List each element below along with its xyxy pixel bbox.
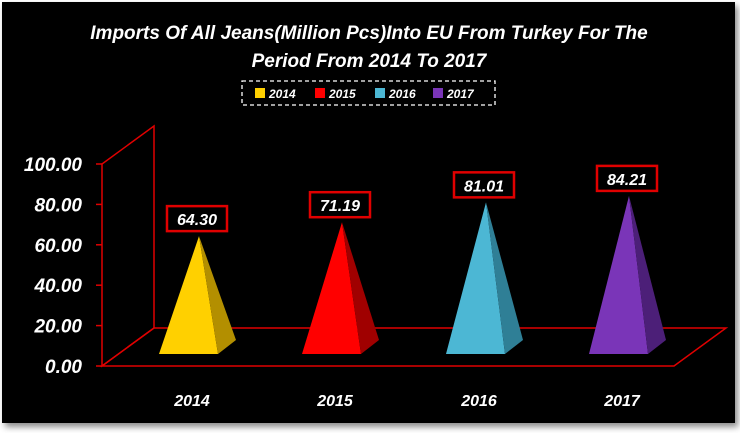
data-label: 71.19 (320, 198, 360, 215)
data-series (159, 195, 666, 354)
data-label: 84.21 (607, 172, 647, 189)
pyramid-chart: Imports Of All Jeans(Million Pcs)Into EU… (24, 23, 729, 410)
legend-label: 2016 (388, 87, 416, 101)
y-tick-label: 80.00 (34, 195, 82, 216)
legend-label: 2014 (268, 87, 296, 101)
plot-area (99, 124, 729, 368)
pyramid-bar-side (199, 236, 236, 354)
legend-swatch (255, 88, 265, 98)
pyramid-bar-front (302, 222, 361, 354)
y-axis-ticks: 0.00 20.00 40.00 60.00 80.00 100.00 (24, 155, 102, 378)
data-label-box (595, 164, 659, 193)
data-label-box (452, 171, 516, 199)
data-label-box (308, 190, 372, 219)
legend-label: 2015 (328, 87, 356, 101)
pyramid-bar-front (159, 236, 218, 354)
data-label: 64.30 (177, 212, 217, 229)
y-tick-label: 60.00 (34, 236, 82, 257)
legend: 2014 2015 2016 2017 (241, 80, 496, 106)
legend-swatch (315, 88, 325, 98)
y-tick-label: 0.00 (45, 357, 82, 378)
x-category-label: 2014 (173, 393, 210, 410)
x-axis-labels: 2014 2015 2016 2017 (173, 393, 641, 410)
chart-background: Imports Of All Jeans(Million Pcs)Into EU… (2, 2, 735, 423)
x-category-label: 2016 (460, 393, 497, 410)
pyramid-bar-side (342, 222, 379, 354)
chart-title-line-2: Period From 2014 To 2017 (252, 51, 488, 72)
y-tick-label: 40.00 (33, 276, 82, 297)
data-labels: 64.30 71.19 81.01 84.21 (165, 164, 659, 233)
y-tick-label: 100.00 (24, 155, 83, 176)
legend-swatch (433, 88, 443, 98)
legend-box (241, 80, 496, 106)
data-label: 81.01 (464, 178, 504, 195)
chart-title-line-1: Imports Of All Jeans(Million Pcs)Into EU… (90, 23, 648, 44)
legend-swatch (375, 88, 385, 98)
pyramid-bar-front (446, 202, 505, 354)
pyramid-bar-side (486, 202, 523, 354)
data-label-box (165, 204, 229, 233)
pyramid-bar-front (589, 195, 648, 354)
back-wall (101, 124, 155, 368)
pyramid-bar-side (629, 195, 666, 354)
legend-label: 2017 (446, 87, 475, 101)
x-category-label: 2017 (603, 393, 641, 410)
x-category-label: 2015 (316, 393, 354, 410)
y-tick-label: 20.00 (33, 317, 82, 338)
